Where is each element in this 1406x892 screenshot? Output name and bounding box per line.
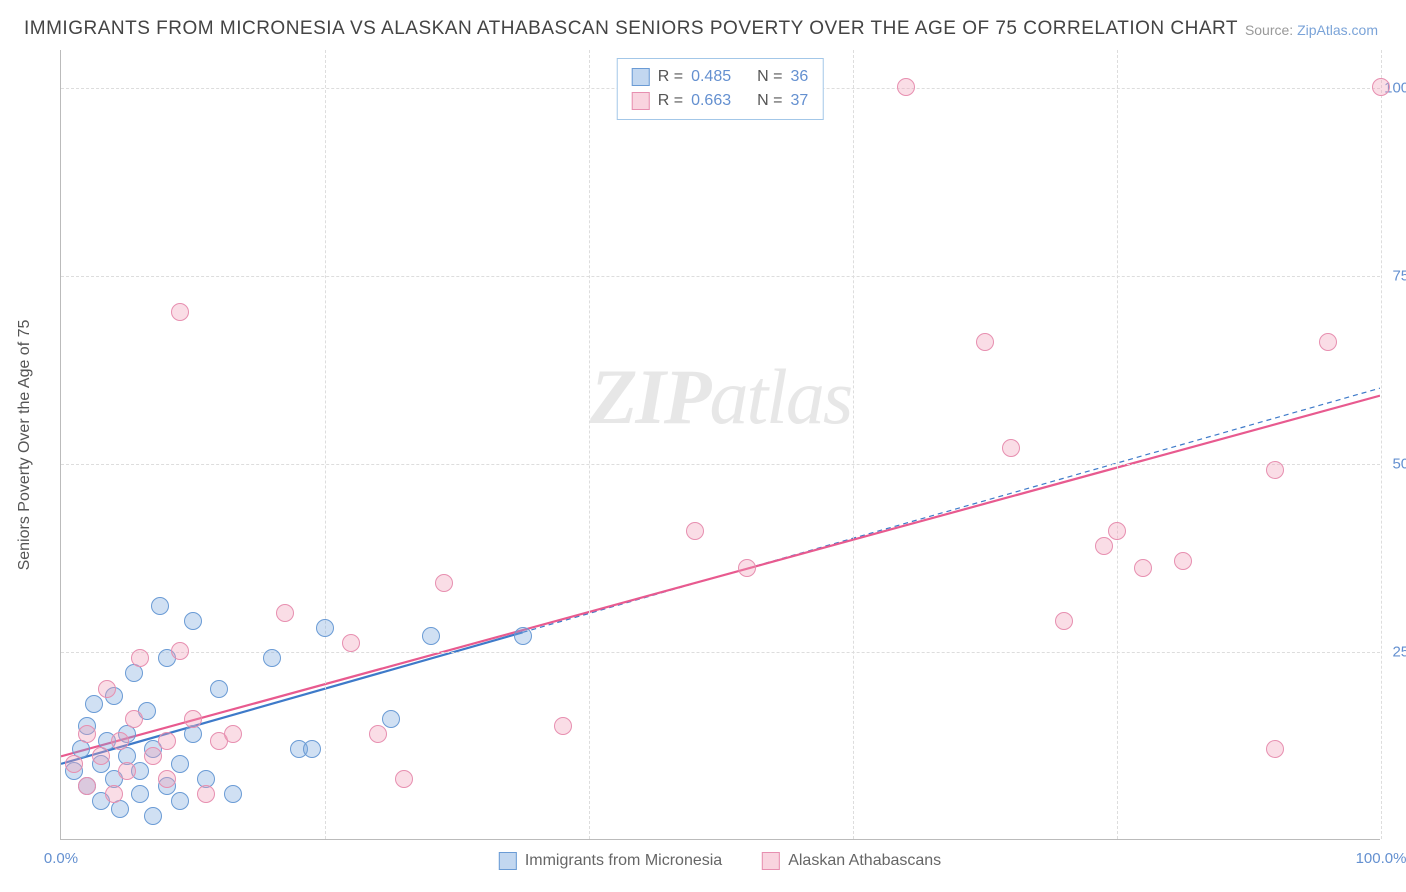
scatter-point xyxy=(151,597,169,615)
scatter-point xyxy=(1319,333,1337,351)
scatter-point xyxy=(144,807,162,825)
trend-lines-svg xyxy=(61,50,1380,839)
scatter-point xyxy=(98,680,116,698)
scatter-point xyxy=(197,785,215,803)
scatter-point xyxy=(171,303,189,321)
scatter-point xyxy=(422,627,440,645)
stats-n-label: N = xyxy=(757,92,782,110)
gridline-vertical xyxy=(1381,50,1382,839)
gridline-horizontal xyxy=(61,276,1380,277)
scatter-point xyxy=(1002,439,1020,457)
y-tick-label: 75.0% xyxy=(1392,267,1406,284)
scatter-point xyxy=(131,649,149,667)
legend-label: Immigrants from Micronesia xyxy=(525,852,722,870)
stats-r-label: R = xyxy=(658,92,683,110)
scatter-point xyxy=(85,695,103,713)
scatter-point xyxy=(131,785,149,803)
scatter-point xyxy=(1372,78,1390,96)
scatter-point xyxy=(118,762,136,780)
watermark: ZIPatlas xyxy=(590,352,851,442)
scatter-point xyxy=(382,710,400,728)
scatter-point xyxy=(738,559,756,577)
stats-row: R = 0.485 N = 36 xyxy=(632,65,809,89)
scatter-point xyxy=(171,755,189,773)
scatter-point xyxy=(125,710,143,728)
gridline-horizontal xyxy=(61,464,1380,465)
chart-source: Source: ZipAtlas.com xyxy=(1245,22,1378,38)
scatter-point xyxy=(1266,740,1284,758)
stats-row: R = 0.663 N = 37 xyxy=(632,89,809,113)
scatter-point xyxy=(686,522,704,540)
y-tick-label: 25.0% xyxy=(1392,643,1406,660)
stats-r-value: 0.485 xyxy=(691,68,731,86)
legend-item: Immigrants from Micronesia xyxy=(499,852,722,870)
scatter-point xyxy=(435,574,453,592)
source-label: Source: xyxy=(1245,22,1297,38)
scatter-point xyxy=(514,627,532,645)
scatter-point xyxy=(158,770,176,788)
scatter-point xyxy=(1108,522,1126,540)
stats-box: R = 0.485 N = 36 R = 0.663 N = 37 xyxy=(617,58,824,120)
scatter-point xyxy=(1266,461,1284,479)
legend-bottom: Immigrants from Micronesia Alaskan Athaba… xyxy=(499,852,941,870)
stats-n-value: 36 xyxy=(790,68,808,86)
scatter-point xyxy=(171,642,189,660)
scatter-point xyxy=(184,612,202,630)
scatter-point xyxy=(78,725,96,743)
legend-item: Alaskan Athabascans xyxy=(762,852,941,870)
scatter-point xyxy=(897,78,915,96)
stats-r-label: R = xyxy=(658,68,683,86)
plot-area: ZIPatlas 25.0%50.0%75.0%100.0%0.0%100.0% xyxy=(60,50,1380,840)
scatter-point xyxy=(1055,612,1073,630)
scatter-point xyxy=(105,785,123,803)
legend-label: Alaskan Athabascans xyxy=(788,852,941,870)
trend-line-extension xyxy=(523,388,1380,632)
scatter-point xyxy=(554,717,572,735)
stats-swatch xyxy=(632,68,650,86)
x-tick-label: 100.0% xyxy=(1356,850,1406,867)
chart-title: IMMIGRANTS FROM MICRONESIA VS ALASKAN AT… xyxy=(24,18,1238,40)
stats-n-value: 37 xyxy=(790,92,808,110)
stats-r-value: 0.663 xyxy=(691,92,731,110)
scatter-point xyxy=(111,732,129,750)
x-tick-label: 0.0% xyxy=(44,850,78,867)
watermark-bold: ZIP xyxy=(590,353,710,440)
scatter-point xyxy=(1174,552,1192,570)
chart-container: Seniors Poverty Over the Age of 75 ZIPat… xyxy=(60,50,1380,840)
scatter-point xyxy=(158,732,176,750)
gridline-horizontal xyxy=(61,652,1380,653)
scatter-point xyxy=(92,747,110,765)
scatter-point xyxy=(369,725,387,743)
scatter-point xyxy=(276,604,294,622)
gridline-vertical xyxy=(853,50,854,839)
scatter-point xyxy=(263,649,281,667)
scatter-point xyxy=(78,777,96,795)
stats-swatch xyxy=(632,92,650,110)
scatter-point xyxy=(210,680,228,698)
watermark-thin: atlas xyxy=(709,353,851,440)
stats-n-label: N = xyxy=(757,68,782,86)
scatter-point xyxy=(224,785,242,803)
scatter-point xyxy=(342,634,360,652)
gridline-vertical xyxy=(1117,50,1118,839)
scatter-point xyxy=(144,747,162,765)
scatter-point xyxy=(171,792,189,810)
scatter-point xyxy=(316,619,334,637)
legend-swatch xyxy=(499,852,517,870)
legend-swatch xyxy=(762,852,780,870)
scatter-point xyxy=(395,770,413,788)
y-axis-label: Seniors Poverty Over the Age of 75 xyxy=(16,320,34,571)
gridline-vertical xyxy=(325,50,326,839)
source-link[interactable]: ZipAtlas.com xyxy=(1297,22,1378,38)
scatter-point xyxy=(976,333,994,351)
scatter-point xyxy=(1095,537,1113,555)
scatter-point xyxy=(65,755,83,773)
scatter-point xyxy=(184,710,202,728)
scatter-point xyxy=(1134,559,1152,577)
y-tick-label: 50.0% xyxy=(1392,455,1406,472)
scatter-point xyxy=(224,725,242,743)
scatter-point xyxy=(303,740,321,758)
trend-line xyxy=(61,396,1380,757)
gridline-vertical xyxy=(589,50,590,839)
